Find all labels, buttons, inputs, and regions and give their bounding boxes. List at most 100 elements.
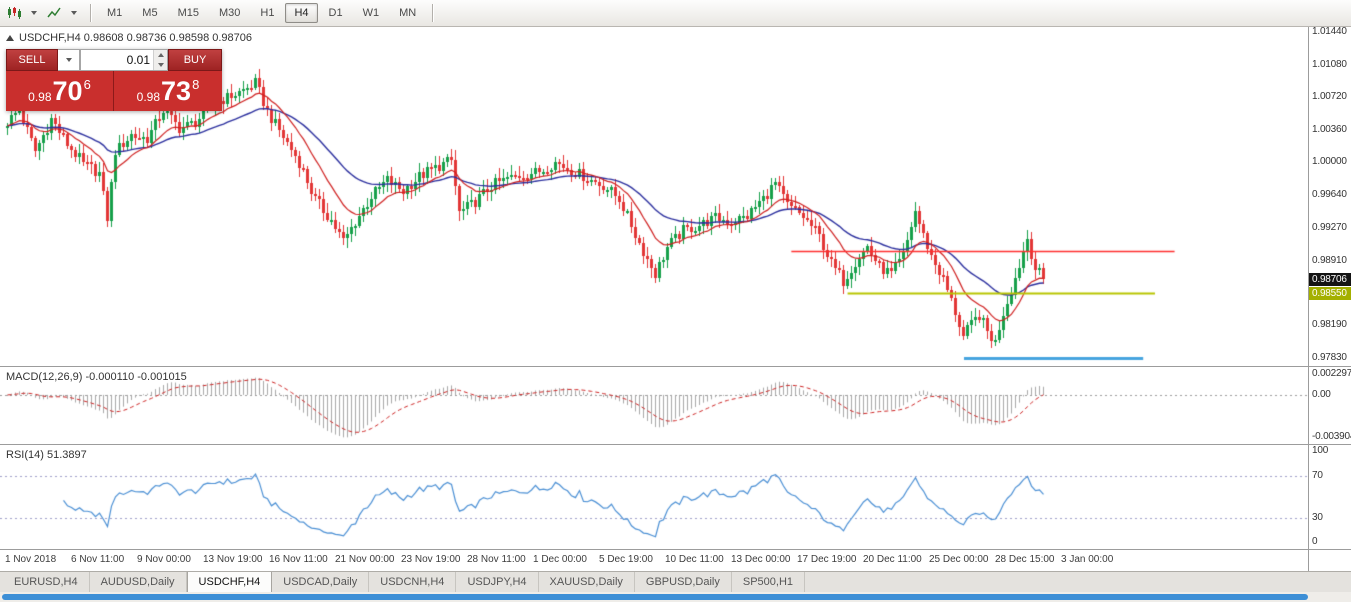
volume-decrease-button[interactable] bbox=[154, 60, 167, 70]
terminal-window: M1M5M15M30H1H4D1W1MN USDCHF,H4 0.98608 0… bbox=[0, 0, 1351, 602]
rsi-scale-label: 70 bbox=[1312, 470, 1323, 482]
time-axis-label: 28 Dec 15:00 bbox=[995, 554, 1055, 565]
time-axis-label: 23 Nov 19:00 bbox=[401, 554, 461, 565]
chart-tab-usdcnh-h4[interactable]: USDCNH,H4 bbox=[369, 572, 456, 592]
price-scale-label: 1.00000 bbox=[1312, 156, 1347, 168]
time-axis-label: 1 Dec 00:00 bbox=[533, 554, 587, 565]
chart-title-text: USDCHF,H4 0.98608 0.98736 0.98598 0.9870… bbox=[19, 32, 252, 44]
chart-tab-usdcad-daily[interactable]: USDCAD,Daily bbox=[272, 572, 369, 592]
buy-price-big: 73 bbox=[161, 78, 191, 105]
macd-scale-label: 0.002297 bbox=[1312, 368, 1351, 380]
chevron-down-icon bbox=[71, 11, 77, 15]
chart-type-dropdown[interactable] bbox=[24, 3, 44, 24]
time-axis-label: 9 Nov 00:00 bbox=[137, 554, 191, 565]
rsi-chart[interactable] bbox=[0, 444, 1308, 549]
macd-label: MACD(12,26,9) -0.000110 -0.001015 bbox=[6, 371, 187, 383]
timeframe-button-m15[interactable]: M15 bbox=[169, 3, 208, 23]
timeframe-button-m30[interactable]: M30 bbox=[210, 3, 249, 23]
time-axis-label: 17 Dec 19:00 bbox=[797, 554, 857, 565]
time-axis-label: 28 Nov 11:00 bbox=[467, 554, 526, 565]
time-axis[interactable]: 1 Nov 20186 Nov 11:009 Nov 00:0013 Nov 1… bbox=[0, 549, 1308, 571]
chart-tab-audusd-daily[interactable]: AUDUSD,Daily bbox=[90, 572, 187, 592]
timeframe-button-h1[interactable]: H1 bbox=[251, 3, 283, 23]
chevron-down-icon bbox=[31, 11, 37, 15]
price-badge-0.98550: 0.98550 bbox=[1309, 287, 1351, 300]
buy-price-button[interactable]: 0.98738 bbox=[114, 71, 222, 111]
timeframe-buttons: M1M5M15M30H1H4D1W1MN bbox=[97, 3, 426, 23]
toolbar: M1M5M15M30H1H4D1W1MN bbox=[0, 0, 1351, 27]
time-axis-label: 13 Nov 19:00 bbox=[203, 554, 263, 565]
rsi-label: RSI(14) 51.3897 bbox=[6, 449, 87, 461]
price-scale-label: 1.00360 bbox=[1312, 124, 1347, 136]
sell-price-big: 70 bbox=[53, 78, 83, 105]
spinner-up-icon bbox=[158, 53, 164, 57]
buy-button[interactable]: BUY bbox=[168, 49, 222, 71]
time-axis-label: 25 Dec 00:00 bbox=[929, 554, 989, 565]
chevron-down-icon bbox=[66, 58, 72, 62]
volume-field bbox=[80, 49, 168, 71]
timeframe-button-h4[interactable]: H4 bbox=[285, 3, 317, 23]
one-click-trading-panel: SELL BUY 0.98706 0.98738 bbox=[6, 49, 222, 111]
chart-tab-usdchf-h4[interactable]: USDCHF,H4 bbox=[187, 572, 273, 592]
price-scale[interactable]: 1.014401.010801.007201.003601.000000.996… bbox=[1308, 27, 1351, 571]
macd-scale-label: 0.00 bbox=[1312, 389, 1331, 401]
time-axis-label: 6 Nov 11:00 bbox=[71, 554, 124, 565]
timeframe-button-m5[interactable]: M5 bbox=[133, 3, 166, 23]
time-axis-label: 10 Dec 11:00 bbox=[665, 554, 724, 565]
price-scale-label: 0.98910 bbox=[1312, 255, 1347, 267]
time-axis-label: 21 Nov 00:00 bbox=[335, 554, 395, 565]
volume-spinner bbox=[153, 50, 167, 70]
line-study-icon bbox=[47, 6, 62, 20]
indicators-icon[interactable] bbox=[44, 3, 64, 24]
buy-price-sup: 8 bbox=[192, 77, 199, 92]
toolbar-separator bbox=[432, 4, 433, 22]
volume-dropdown[interactable] bbox=[58, 49, 80, 71]
time-axis-label: 20 Dec 11:00 bbox=[863, 554, 922, 565]
buy-price-prefix: 0.98 bbox=[137, 90, 160, 104]
panel-separator bbox=[0, 549, 1351, 550]
chart-workspace: USDCHF,H4 0.98608 0.98736 0.98598 0.9870… bbox=[0, 27, 1351, 571]
price-scale-label: 0.97830 bbox=[1312, 352, 1347, 364]
timeframe-button-w1[interactable]: W1 bbox=[354, 3, 389, 23]
volume-input[interactable] bbox=[81, 50, 153, 70]
timeframe-button-m1[interactable]: M1 bbox=[98, 3, 131, 23]
chart-tab-xauusd-daily[interactable]: XAUUSD,Daily bbox=[539, 572, 635, 592]
timeframe-button-d1[interactable]: D1 bbox=[320, 3, 352, 23]
time-axis-label: 5 Dec 19:00 bbox=[599, 554, 653, 565]
price-scale-label: 1.01440 bbox=[1312, 26, 1347, 38]
price-scale-label: 1.00720 bbox=[1312, 91, 1347, 103]
panel-separator[interactable] bbox=[0, 444, 1351, 445]
chart-tab-gbpusd-daily[interactable]: GBPUSD,Daily bbox=[635, 572, 732, 592]
rsi-scale-label: 100 bbox=[1312, 445, 1328, 457]
time-axis-label: 13 Dec 00:00 bbox=[731, 554, 791, 565]
toolbar-separator bbox=[90, 4, 91, 22]
candlestick-icon bbox=[7, 6, 22, 20]
chart-title: USDCHF,H4 0.98608 0.98736 0.98598 0.9870… bbox=[6, 32, 252, 44]
price-scale-label: 0.99270 bbox=[1312, 222, 1347, 234]
sell-button[interactable]: SELL bbox=[6, 49, 58, 71]
sell-price-prefix: 0.98 bbox=[28, 90, 51, 104]
chart-type-icon[interactable] bbox=[4, 3, 24, 24]
macd-chart[interactable] bbox=[0, 366, 1308, 444]
price-badge-0.98706: 0.98706 bbox=[1309, 273, 1351, 286]
chart-tab-eurusd-h4[interactable]: EURUSD,H4 bbox=[3, 572, 90, 592]
panel-separator[interactable] bbox=[0, 366, 1351, 367]
sell-price-button[interactable]: 0.98706 bbox=[6, 71, 114, 111]
rsi-scale-label: 30 bbox=[1312, 512, 1323, 524]
indicators-dropdown[interactable] bbox=[64, 3, 84, 24]
time-axis-label: 16 Nov 11:00 bbox=[269, 554, 328, 565]
rsi-scale-label: 0 bbox=[1312, 536, 1317, 548]
scrollbar-thumb[interactable] bbox=[2, 594, 1308, 600]
autoscroll-marker-icon bbox=[6, 35, 14, 41]
price-scale-label: 0.99640 bbox=[1312, 189, 1347, 201]
chart-tab-sp500-h1[interactable]: SP500,H1 bbox=[732, 572, 805, 592]
trade-panel-controls: SELL BUY bbox=[6, 49, 222, 71]
chart-tab-usdjpy-h4[interactable]: USDJPY,H4 bbox=[456, 572, 538, 592]
time-axis-label: 3 Jan 00:00 bbox=[1061, 554, 1113, 565]
macd-scale-label: -0.003904 bbox=[1312, 431, 1351, 443]
volume-increase-button[interactable] bbox=[154, 50, 167, 60]
spinner-down-icon bbox=[158, 63, 164, 67]
horizontal-scrollbar[interactable] bbox=[0, 592, 1351, 602]
trade-panel-prices: 0.98706 0.98738 bbox=[6, 71, 222, 111]
timeframe-button-mn[interactable]: MN bbox=[390, 3, 425, 23]
